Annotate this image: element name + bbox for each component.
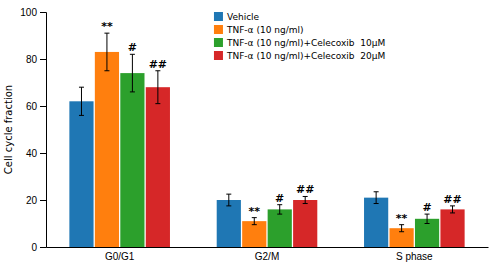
x-tick-label: G2/M [255,251,279,262]
series [120,54,439,247]
error-bar [226,194,231,206]
y-tick-mark [40,247,46,248]
y-axis: 0 20 40 60 80 100 [20,7,46,253]
y-axis-line [40,13,47,248]
x-tick: G2/M [255,251,279,262]
error-bar [130,54,135,92]
chart: 0 20 40 60 80 100 G0/G1 G2/M S phase Cell cycle f… [0,0,500,271]
bar [364,198,388,247]
bar [120,73,144,247]
error-bar [303,196,308,203]
error-bar [79,87,84,115]
series [95,33,414,247]
annotation: ** [101,20,113,33]
x-tick: G0/G1 [105,251,135,262]
error-bar [277,205,282,214]
bar [217,200,241,247]
error-bar [425,214,430,223]
bar [69,101,93,247]
bar [268,209,292,247]
annotation: ** [396,212,408,225]
series [146,71,465,247]
y-tick: 40 [26,148,46,159]
error-bar [252,218,257,225]
y-tick-label: 40 [26,148,38,159]
annotation: ** [249,205,261,218]
y-tick: 100 [20,7,46,18]
legend-label: TNF-α (10 ng/ml)+Celecoxib 20μM [226,51,385,61]
y-tick-label: 100 [20,7,37,18]
y-tick: 20 [26,195,46,206]
error-bar [104,33,109,71]
y-tick-label: 80 [26,54,38,65]
y-tick-mark [40,153,46,154]
legend-item: TNF-α (10 ng/ml) [214,25,304,35]
x-axis-line [47,247,489,248]
legend-item: Vehicle [214,12,260,22]
legend-item: TNF-α (10 ng/ml)+Celecoxib 20μM [214,51,385,61]
y-tick-label: 20 [26,195,38,206]
annotations: ******######### [101,20,462,225]
plot: 0 20 40 60 80 100 G0/G1 G2/M S phase Cell cycle f… [3,7,489,262]
bar [440,209,464,247]
annotation: ## [296,183,314,196]
error-bar [374,192,379,204]
y-tick: 80 [26,54,46,65]
legend: Vehicle TNF-α (10 ng/ml) TNF-α (10 ng/ml)+… [214,12,385,61]
legend-swatch [214,51,223,60]
y-tick: 60 [26,101,46,112]
bar [293,200,317,247]
error-bar [399,225,404,232]
error-bar [155,71,160,104]
annotation: ## [443,193,461,206]
error-bar [450,206,455,213]
annotation: ## [149,58,167,71]
legend-label: Vehicle [227,12,260,22]
legend-item: TNF-α (10 ng/ml)+Celecoxib 10μM [214,38,385,48]
legend-swatch [214,12,223,21]
x-tick: S phase [396,251,433,262]
legend-label: TNF-α (10 ng/ml)+Celecoxib 10μM [226,38,385,48]
marks [69,33,464,247]
legend-label: TNF-α (10 ng/ml) [226,25,304,35]
bar [146,87,170,247]
x-tick-label: S phase [396,251,433,262]
bar [95,52,119,247]
y-tick-label: 0 [31,242,37,253]
annotation: # [275,192,284,205]
y-tick-mark [40,59,46,60]
y-tick-mark [40,12,46,13]
annotation: # [422,201,431,214]
annotation: # [128,41,137,54]
y-tick-label: 60 [26,101,38,112]
legend-swatch [214,38,223,47]
x-axis: G0/G1 G2/M S phase [47,248,489,263]
y-tick-mark [40,200,46,201]
y-tick-mark [40,106,46,107]
y-axis-title: Cell cycle fraction [3,85,14,174]
y-tick: 0 [31,242,46,253]
x-tick-label: G0/G1 [105,251,135,262]
legend-swatch [214,25,223,34]
